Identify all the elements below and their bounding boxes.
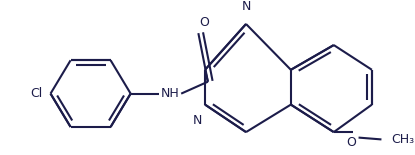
Text: N: N [193, 114, 202, 127]
Text: O: O [199, 16, 209, 29]
Text: NH: NH [160, 87, 179, 100]
Text: Cl: Cl [31, 87, 43, 100]
Text: CH₃: CH₃ [391, 133, 414, 146]
Text: O: O [346, 136, 356, 149]
Text: N: N [242, 0, 251, 13]
